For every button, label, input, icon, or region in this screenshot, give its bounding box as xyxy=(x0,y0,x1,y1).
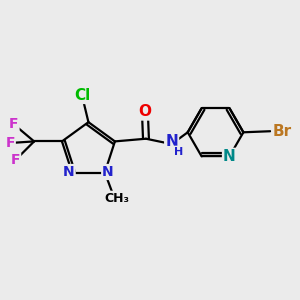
Text: F: F xyxy=(11,153,20,167)
Text: F: F xyxy=(5,136,15,150)
Text: Br: Br xyxy=(272,124,292,139)
Text: CH₃: CH₃ xyxy=(104,192,129,205)
Text: N: N xyxy=(63,165,75,179)
Text: N: N xyxy=(165,134,178,149)
Text: N: N xyxy=(223,149,236,164)
Text: H: H xyxy=(174,147,183,157)
Text: N: N xyxy=(102,165,114,179)
Text: Cl: Cl xyxy=(74,88,90,103)
Text: F: F xyxy=(9,117,19,131)
Text: O: O xyxy=(138,104,152,119)
